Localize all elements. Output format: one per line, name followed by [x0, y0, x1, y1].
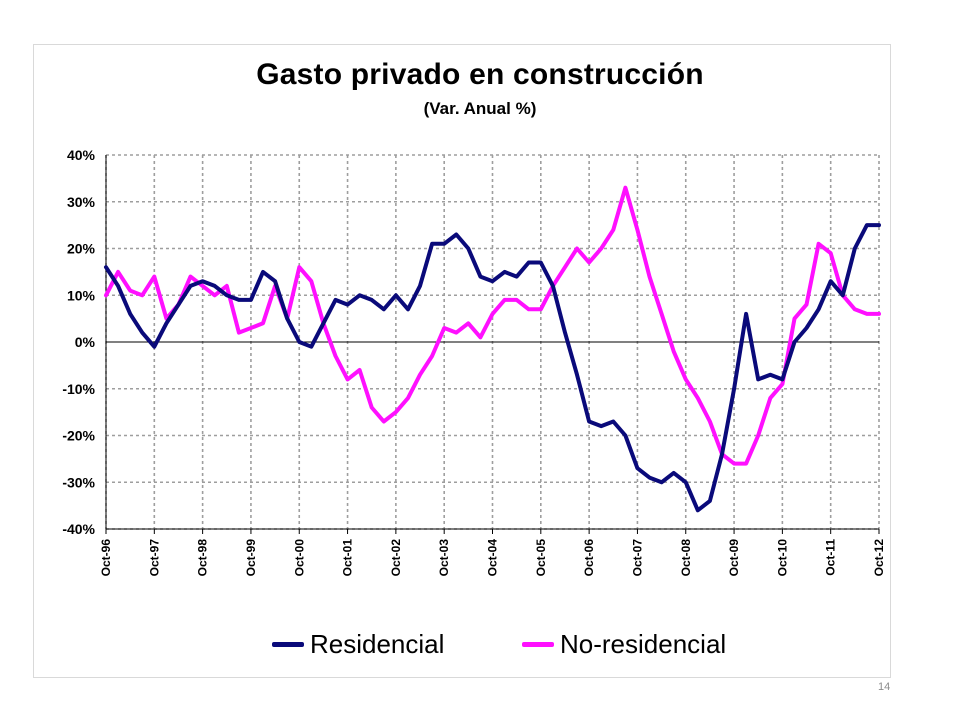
y-tick-label: -20% [62, 428, 95, 444]
y-tick-label: 0% [75, 334, 96, 350]
y-tick-label: -10% [62, 381, 95, 397]
y-tick-label: 10% [67, 287, 96, 303]
chart-title: Gasto privado en construcción [256, 58, 704, 91]
x-tick-label: Oct-01 [341, 539, 355, 577]
x-tick-label: Oct-99 [244, 539, 258, 577]
y-tick-label: -40% [62, 521, 95, 537]
x-tick-label: Oct-11 [824, 539, 838, 576]
x-tick-label: Oct-97 [147, 539, 161, 577]
page-number: 14 [878, 681, 891, 693]
y-tick-label: 20% [67, 241, 96, 257]
x-tick-label: Oct-00 [292, 539, 306, 577]
x-tick-label: Oct-03 [437, 539, 451, 577]
x-tick-label: Oct-09 [727, 539, 741, 577]
x-tick-label: Oct-08 [679, 539, 693, 577]
x-tick-label: Oct-05 [534, 539, 548, 577]
legend-label-residencial: Residencial [310, 628, 445, 659]
x-tick-label: Oct-98 [196, 539, 210, 577]
legend-item-no-residencial: No-residencial [522, 626, 726, 662]
legend-label-no-residencial: No-residencial [560, 628, 727, 659]
x-tick-label: Oct-06 [582, 539, 596, 577]
x-tick-label: Oct-07 [630, 539, 644, 577]
x-tick-label: Oct-02 [389, 539, 403, 577]
series-line-residencial [104, 223, 881, 513]
series-line-no-residencial [104, 185, 881, 466]
y-tick-label: 30% [67, 194, 96, 210]
chart-legend: Residencial No-residencial [0, 626, 960, 662]
y-tick-label: 40% [67, 147, 96, 163]
legend-swatch-residencial [272, 641, 304, 647]
legend-item-residencial: Residencial [272, 626, 444, 662]
x-tick-label: Oct-10 [775, 539, 789, 577]
legend-swatch-no-residencial [522, 641, 554, 647]
chart-subtitle: (Var. Anual %) [423, 99, 537, 118]
y-tick-label: -30% [62, 474, 95, 490]
x-tick-label: Oct-04 [486, 539, 500, 577]
slide-frame [33, 44, 891, 678]
x-tick-label: Oct-96 [99, 539, 113, 577]
x-tick-label: Oct-12 [872, 539, 886, 577]
